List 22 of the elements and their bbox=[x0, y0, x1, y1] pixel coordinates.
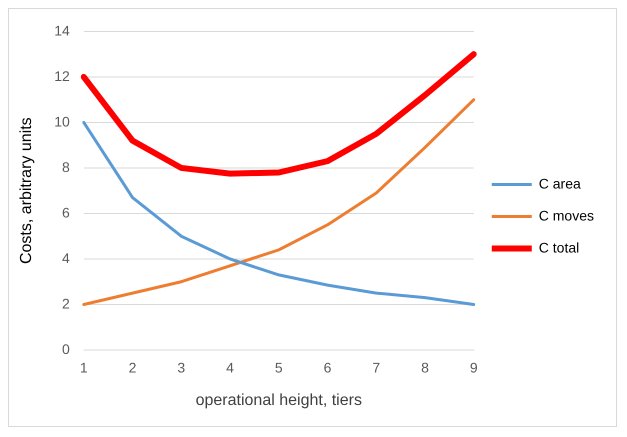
y-axis-title: Costs, arbitrary units bbox=[18, 117, 36, 264]
legend-label: C area bbox=[538, 175, 581, 192]
y-tick-label: 8 bbox=[62, 158, 70, 175]
legend-label: C total bbox=[538, 239, 580, 256]
y-tick-label: 14 bbox=[54, 22, 70, 38]
x-tick-label: 1 bbox=[80, 359, 88, 376]
y-tick-label: 4 bbox=[62, 250, 70, 266]
x-tick-label: 5 bbox=[274, 359, 283, 376]
x-tick-label: 7 bbox=[372, 359, 380, 376]
x-tick-label: 6 bbox=[324, 359, 332, 376]
y-tick-label: 12 bbox=[54, 68, 70, 84]
y-tick-label: 2 bbox=[62, 295, 70, 312]
x-axis-title: operational height, tiers bbox=[196, 392, 362, 409]
x-tick-label: 3 bbox=[177, 359, 186, 376]
x-tick-label: 9 bbox=[470, 359, 478, 376]
legend-label: C moves bbox=[538, 207, 594, 224]
y-tick-label: 6 bbox=[62, 204, 70, 220]
x-tick-label: 4 bbox=[226, 359, 234, 376]
x-tick-label: 2 bbox=[128, 359, 137, 376]
y-tick-label: 10 bbox=[54, 113, 70, 130]
y-tick-label: 0 bbox=[62, 340, 70, 357]
x-tick-label: 8 bbox=[421, 359, 430, 376]
